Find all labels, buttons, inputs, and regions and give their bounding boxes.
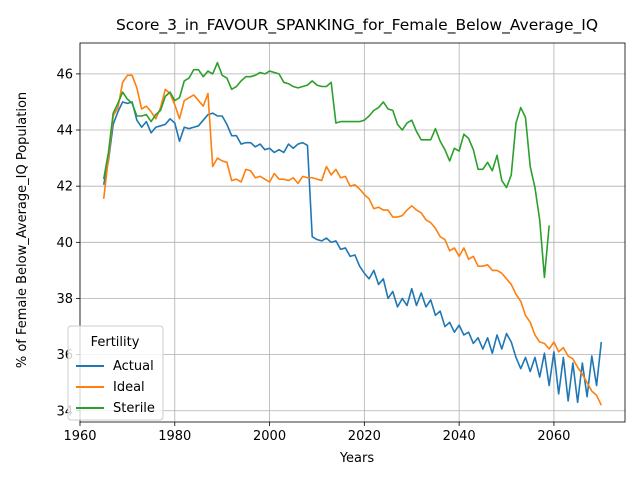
x-tick-label: 2060 bbox=[537, 429, 570, 444]
plot-frame bbox=[79, 42, 626, 423]
legend: Fertility Actual Ideal Sterile bbox=[67, 325, 164, 421]
legend-label-actual: Actual bbox=[113, 359, 154, 374]
x-axis-ticks: 1960 1980 2000 2020 2040 2060 bbox=[63, 422, 570, 444]
x-tick-label: 2020 bbox=[348, 429, 381, 444]
series-line-ideal bbox=[102, 74, 603, 406]
y-tick-label: 38 bbox=[56, 292, 73, 307]
legend-title: Fertility bbox=[91, 335, 140, 350]
x-tick-label: 1980 bbox=[158, 429, 191, 444]
chart-title: Score_3_in_FAVOUR_SPANKING_for_Female_Be… bbox=[116, 16, 598, 35]
x-axis-label: Years bbox=[339, 451, 375, 466]
legend-items: Actual Ideal Sterile bbox=[76, 359, 155, 416]
series-lines bbox=[102, 61, 603, 406]
x-tick-label: 2040 bbox=[443, 429, 476, 444]
y-tick-label: 46 bbox=[56, 67, 73, 82]
x-tick-label: 2000 bbox=[253, 429, 286, 444]
x-tick-label: 1960 bbox=[63, 429, 96, 444]
y-tick-label: 40 bbox=[56, 236, 73, 251]
legend-label-sterile: Sterile bbox=[113, 401, 155, 416]
legend-label-ideal: Ideal bbox=[113, 380, 145, 395]
legend-box bbox=[67, 325, 164, 421]
y-tick-label: 44 bbox=[56, 124, 73, 139]
y-axis-label: % of Female Below_Average_IQ Population bbox=[15, 92, 30, 368]
series-line-sterile bbox=[102, 61, 550, 279]
y-tick-label: 42 bbox=[56, 180, 73, 195]
series-line-actual bbox=[102, 101, 603, 404]
